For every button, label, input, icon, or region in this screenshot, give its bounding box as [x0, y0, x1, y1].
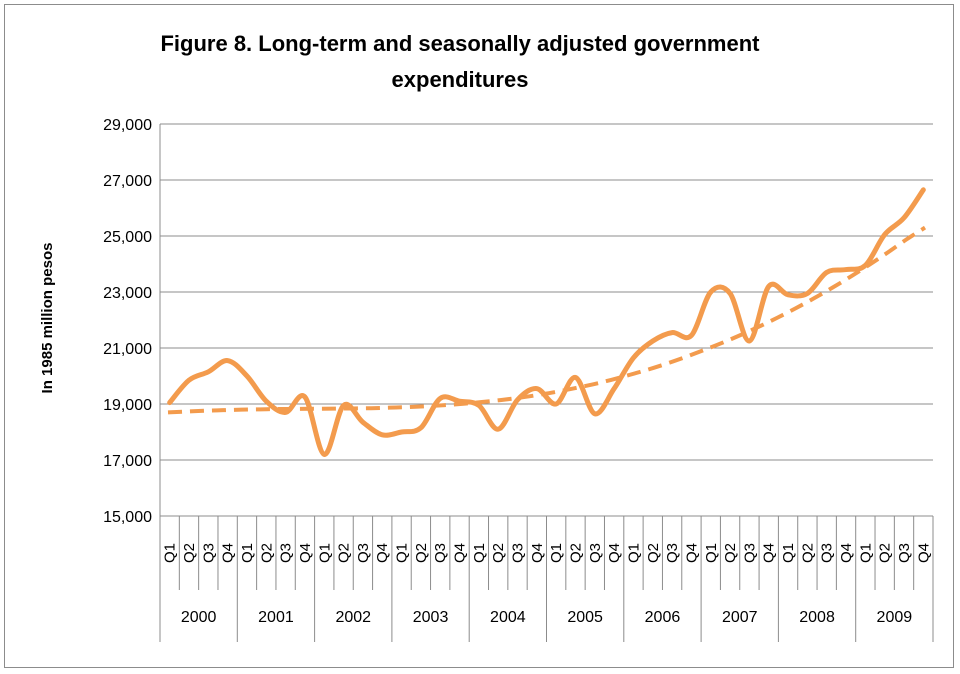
- x-tick-label-year: 2009: [877, 609, 913, 626]
- x-tick-label-quarter: Q2: [490, 543, 507, 563]
- trend-line-dashed: [167, 225, 927, 415]
- x-tick-label-quarter: Q1: [857, 543, 874, 563]
- x-tick-label-quarter: Q4: [761, 543, 778, 563]
- x-tick-label-year: 2000: [181, 609, 217, 626]
- y-tick-label: 21,000: [103, 341, 152, 358]
- x-tick-label-quarter: Q2: [181, 543, 198, 563]
- x-tick-label-quarter: Q4: [374, 543, 391, 563]
- y-axis-tick-labels: 15,000 17,000 19,000 21,000 23,000 25,000 27,0…: [103, 117, 152, 526]
- x-tick-label-quarter: Q3: [741, 543, 758, 563]
- x-tick-label-quarter: Q2: [258, 543, 275, 563]
- x-tick-label-quarter: Q3: [278, 543, 295, 563]
- x-tick-label-quarter: Q2: [567, 543, 584, 563]
- x-tick-label-quarter: Q1: [703, 543, 720, 563]
- x-tick-label-year: 2008: [799, 609, 835, 626]
- x-tick-label-quarter: Q2: [645, 543, 662, 563]
- x-tick-label-quarter: Q3: [896, 543, 913, 563]
- chart-title: Figure 8. Long-term and seasonally adjus…: [90, 26, 830, 98]
- x-tick-label-quarter: Q4: [915, 543, 932, 563]
- x-tick-label-quarter: Q1: [548, 543, 565, 563]
- x-tick-label-quarter: Q3: [664, 543, 681, 563]
- x-tick-label-year: 2004: [490, 609, 526, 626]
- x-tick-label-year: 2003: [413, 609, 449, 626]
- y-axis-label: In 1985 million pesos: [39, 243, 56, 394]
- y-tick-label: 25,000: [103, 229, 152, 246]
- chart-frame: [4, 4, 954, 668]
- x-tick-label-quarter: Q1: [780, 543, 797, 563]
- x-tick-label-quarter: Q1: [316, 543, 333, 563]
- x-tick-label-quarter: Q1: [239, 543, 256, 563]
- x-tick-label-year: 2005: [567, 609, 603, 626]
- x-tick-label-quarter: Q3: [819, 543, 836, 563]
- x-tick-label-quarter: Q4: [606, 543, 623, 563]
- x-tick-label-quarter: Q1: [394, 543, 411, 563]
- x-tick-label-quarter: Q4: [220, 543, 237, 563]
- x-tick-label-quarter: Q3: [432, 543, 449, 563]
- x-tick-label-quarter: Q3: [200, 543, 217, 563]
- y-tick-label: 23,000: [103, 285, 152, 302]
- x-tick-label-quarter: Q4: [297, 543, 314, 563]
- x-tick-label-quarter: Q4: [452, 543, 469, 563]
- x-tick-label-quarter: Q3: [510, 543, 527, 563]
- x-tick-label-year: 2002: [335, 609, 371, 626]
- x-tick-label-quarter: Q2: [722, 543, 739, 563]
- y-tick-label: 27,000: [103, 173, 152, 190]
- x-tick-label-quarter: Q1: [471, 543, 488, 563]
- y-tick-label: 19,000: [103, 397, 152, 414]
- expenditure-line: [167, 187, 926, 457]
- gridlines: [160, 123, 933, 517]
- y-tick-label: 17,000: [103, 453, 152, 470]
- x-tick-label-quarter: Q4: [529, 543, 546, 563]
- x-tick-label-quarter: Q1: [625, 543, 642, 563]
- x-tick-label-quarter: Q4: [838, 543, 855, 563]
- x-tick-label-year: 2006: [645, 609, 681, 626]
- x-tick-label-quarter: Q1: [162, 543, 179, 563]
- y-tick-label: 29,000: [103, 117, 152, 134]
- x-tick-label-quarter: Q2: [413, 543, 430, 563]
- x-tick-label-quarter: Q2: [336, 543, 353, 563]
- x-tick-label-quarter: Q2: [799, 543, 816, 563]
- x-tick-label-quarter: Q4: [683, 543, 700, 563]
- x-tick-label-quarter: Q2: [877, 543, 894, 563]
- x-tick-label-year: 2007: [722, 609, 758, 626]
- x-tick-label-quarter: Q3: [355, 543, 372, 563]
- y-tick-label: 15,000: [103, 509, 152, 526]
- x-tick-label-year: 2001: [258, 609, 294, 626]
- x-tick-label-quarter: Q3: [587, 543, 604, 563]
- series-lines: [167, 187, 927, 457]
- chart-title-line-2: expenditures: [391, 67, 529, 92]
- chart-title-line-1: Figure 8. Long-term and seasonally adjus…: [160, 31, 760, 56]
